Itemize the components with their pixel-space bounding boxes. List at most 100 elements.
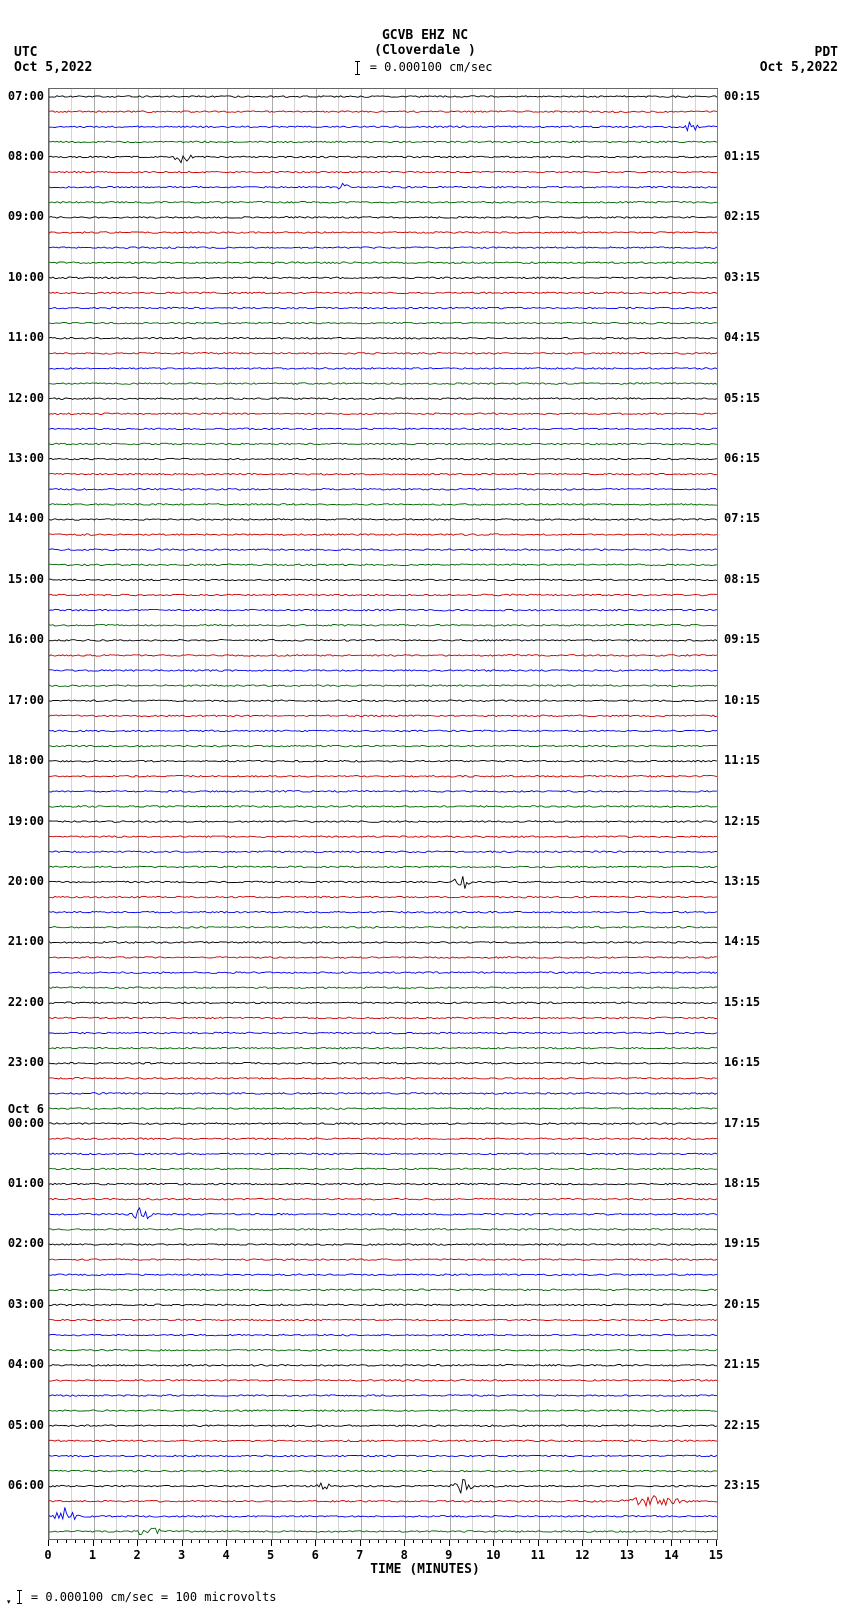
x-minor-tick [253,1540,254,1543]
x-minor-tick [333,1540,334,1543]
seismic-trace [49,1440,717,1442]
seismic-trace [49,247,717,249]
seismic-trace [49,1078,717,1080]
x-tick-label: 7 [356,1548,363,1562]
x-axis-title: TIME (MINUTES) [0,1562,850,1577]
x-tick [404,1540,405,1546]
seismic-trace [49,1138,717,1140]
right-timezone: PDT [815,45,838,60]
x-minor-tick [128,1540,129,1543]
x-minor-tick [609,1540,610,1543]
seismic-trace [49,730,717,732]
x-tick [449,1540,450,1546]
left-time-label: 05:00 [2,1418,44,1432]
x-minor-tick [556,1540,557,1543]
seismic-trace [49,111,717,113]
scale-text: = 0.000100 cm/sec [370,60,493,74]
x-tick [671,1540,672,1546]
seismic-trace [49,1380,717,1382]
seismic-trace [49,1334,717,1336]
x-minor-tick [288,1540,289,1543]
seismic-trace [49,1304,717,1306]
scale-bar-icon [357,61,358,75]
x-minor-tick [217,1540,218,1543]
x-tick [315,1540,316,1546]
seismic-trace [49,942,717,944]
left-time-label: 07:00 [2,89,44,103]
seismic-trace [49,624,717,626]
x-minor-tick [591,1540,592,1543]
right-time-label: 19:15 [724,1236,760,1250]
left-time-label: 21:00 [2,934,44,948]
left-time-label: 22:00 [2,995,44,1009]
seismic-trace [49,1198,717,1200]
seismic-trace [49,96,717,98]
x-tick-label: 4 [223,1548,230,1562]
left-time-label: 00:00 [2,1116,44,1130]
x-minor-tick [698,1540,699,1543]
x-tick [627,1540,628,1546]
seismic-trace [49,1319,717,1321]
x-minor-tick [440,1540,441,1543]
x-minor-tick [707,1540,708,1543]
left-time-label: 20:00 [2,874,44,888]
left-time-label: 16:00 [2,632,44,646]
seismic-trace [49,640,717,642]
seismic-trace [49,1496,717,1506]
footer-scale-bar-icon [19,1590,20,1604]
seismic-trace [49,458,717,460]
seismic-trace [49,232,717,234]
seismic-trace [49,579,717,581]
seismic-trace [49,670,717,672]
seismic-trace [49,1259,717,1261]
x-minor-tick [654,1540,655,1543]
seismic-trace [49,473,717,475]
seismic-trace [49,1244,717,1246]
left-time-label: 14:00 [2,511,44,525]
seismic-trace [49,171,717,173]
right-time-label: 11:15 [724,753,760,767]
footer-tick: ▾ [6,1597,11,1607]
seismic-trace [49,1470,717,1472]
x-minor-tick [75,1540,76,1543]
x-tick [48,1540,49,1546]
right-time-label: 15:15 [724,995,760,1009]
x-minor-tick [413,1540,414,1543]
left-time-label: 01:00 [2,1176,44,1190]
seismic-trace [49,927,717,929]
seismic-trace [49,1479,717,1493]
seismic-trace [49,368,717,370]
seismic-trace [49,307,717,309]
x-tick-label: 12 [575,1548,589,1562]
left-date: Oct 5,2022 [14,60,92,75]
seismic-trace [49,292,717,294]
right-time-label: 02:15 [724,209,760,223]
x-minor-tick [378,1540,379,1543]
x-tick [93,1540,94,1546]
seismic-trace [49,489,717,491]
x-minor-tick [173,1540,174,1543]
x-minor-tick [119,1540,120,1543]
right-time-label: 10:15 [724,693,760,707]
right-time-label: 03:15 [724,270,760,284]
left-time-label: 15:00 [2,572,44,586]
seismic-trace [49,1395,717,1397]
seismic-trace [49,876,717,888]
x-minor-tick [66,1540,67,1543]
x-minor-tick [164,1540,165,1543]
seismic-trace [49,760,717,762]
seismic-trace [49,1168,717,1170]
left-time-label: 08:00 [2,149,44,163]
left-time-label: 23:00 [2,1055,44,1069]
x-minor-tick [110,1540,111,1543]
right-time-label: 08:15 [724,572,760,586]
traces-svg [49,89,717,1539]
x-minor-tick [547,1540,548,1543]
left-time-label: 13:00 [2,451,44,465]
left-time-label: 06:00 [2,1478,44,1492]
seismic-trace [49,549,717,551]
x-minor-tick [511,1540,512,1543]
left-timezone: UTC [14,45,37,60]
seismic-trace [49,1425,717,1427]
x-minor-tick [244,1540,245,1543]
